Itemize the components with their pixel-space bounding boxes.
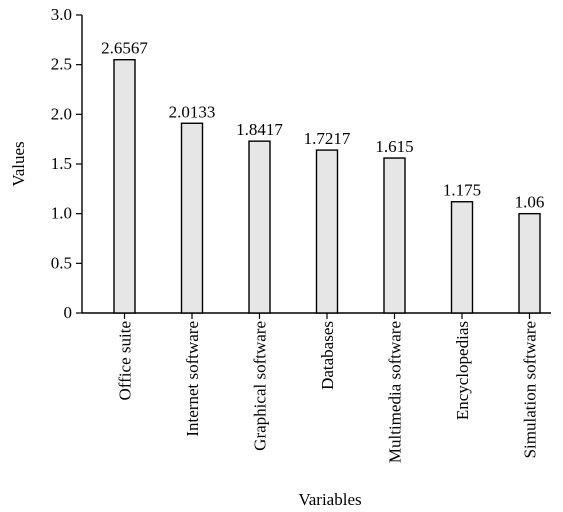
x-tick-label: Office suite (116, 321, 135, 400)
bar-multimedia-software (383, 157, 406, 314)
x-tick-label: Simulation software (521, 321, 540, 458)
bar-databases (315, 149, 339, 314)
data-label: 1.175 (443, 181, 481, 200)
data-label: 1.06 (515, 193, 545, 212)
data-label: 2.0133 (169, 102, 216, 121)
bar-office-suite (113, 59, 136, 314)
y-tick-label: 2.0 (51, 104, 72, 123)
data-label: 2.6567 (101, 39, 148, 58)
y-axis-label: Values (9, 141, 28, 186)
x-tick-label: Databases (318, 321, 337, 390)
x-tick-label: Internet software (183, 321, 202, 437)
y-tick-label: 1.5 (51, 154, 72, 173)
bar-encyclopedias (450, 201, 474, 314)
y-tick-label: 0 (64, 303, 73, 322)
bar-graphical-software (248, 140, 271, 314)
data-label: 1.8417 (236, 120, 283, 139)
bar-simulation-software (518, 212, 541, 314)
y-tick-label: 1.0 (51, 204, 72, 223)
data-label: 1.615 (375, 137, 413, 156)
data-label: 1.7217 (304, 129, 351, 148)
y-tick-label: 2.5 (51, 55, 72, 74)
x-axis-label: Variables (298, 490, 361, 509)
x-tick-label: Encyclopedias (453, 321, 472, 420)
x-tick-label: Graphical software (251, 321, 270, 451)
y-tick-label: 0.5 (51, 253, 72, 272)
bar-internet-software (180, 122, 204, 314)
plot-area: 0 0.5 1.0 1.5 2.0 2.5 3.0 2.6567 Office suite 2.0… (51, 5, 551, 463)
x-tick-label: Multimedia software (386, 321, 405, 463)
y-tick-label: 3.0 (51, 5, 72, 24)
